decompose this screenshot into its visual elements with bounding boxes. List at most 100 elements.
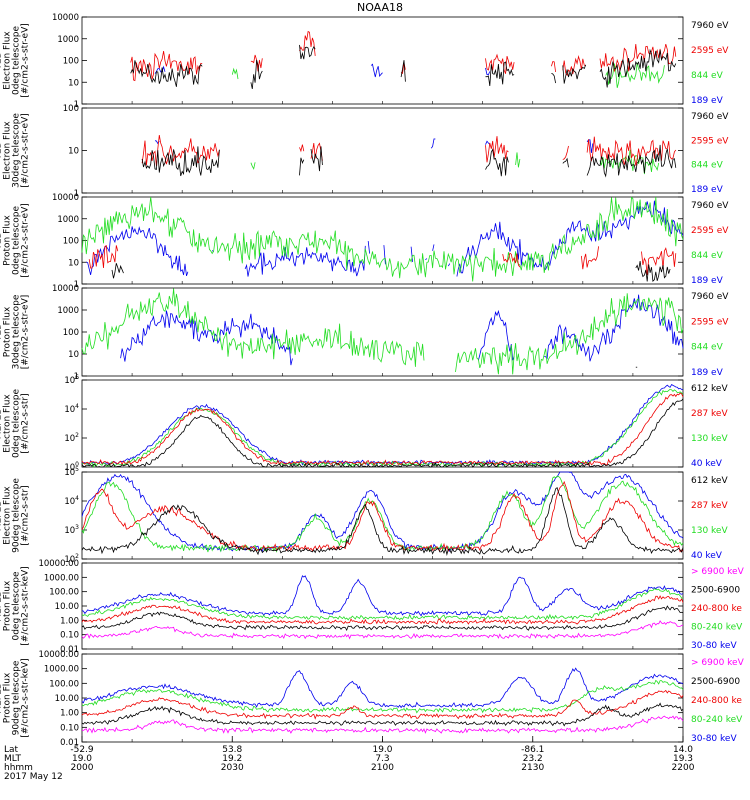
y-tick-label: 100 xyxy=(63,328,79,338)
panel-frame xyxy=(81,196,684,285)
series-blue xyxy=(154,138,594,154)
y-tick-label: 10000 xyxy=(52,13,79,23)
series-black xyxy=(81,702,684,727)
series-black xyxy=(130,44,677,89)
y-axis-label-line: Electron Flux xyxy=(3,31,13,90)
y-tick-label: 104 xyxy=(64,403,79,415)
panel-7: 10000.00 1000.00 100.00 10.00 1.00 0.10 0.01 ME… xyxy=(0,559,745,655)
series-red xyxy=(81,595,684,625)
y-tick-label: 1 xyxy=(74,372,79,382)
y-tick-label: 1000 xyxy=(57,35,79,45)
y-axis-label-line: 90deg telescope xyxy=(12,478,22,553)
x-tick-mlt: 19.3 xyxy=(673,754,693,764)
y-tick-label: 10000.00 xyxy=(38,559,79,569)
panel-2: 100 10 1 TEDElectron Flux30deg telescope[#/… xyxy=(0,104,729,199)
legend-entry: 130 keV xyxy=(691,526,728,536)
series-green xyxy=(81,388,684,468)
y-axis-label-line: Proton Flux xyxy=(3,672,13,723)
y-tick-label: 1.00 xyxy=(60,616,79,626)
series-green xyxy=(231,62,665,89)
legend-entry: 2595 eV xyxy=(691,136,729,146)
y-axis-label-line: Proton Flux xyxy=(3,580,13,631)
series-black xyxy=(81,487,684,556)
y-axis-label-line: 0deg telescope xyxy=(12,389,22,459)
y-axis-label: TEDElectron Flux30deg telescope[#/cm2-s-… xyxy=(0,113,31,188)
y-axis-label-line: [#/cm2-s-str-eV] xyxy=(21,295,31,370)
legend-entry: > 6900 keV xyxy=(691,567,745,577)
x-tick-mlt: 23.2 xyxy=(523,754,543,764)
legend-entry: 189 eV xyxy=(691,368,724,378)
legend-entry: 30-80 keV xyxy=(691,734,737,744)
y-tick-label: 1 xyxy=(74,280,79,290)
panel-1: 10000 1000 100 10 1 TEDElectron Flux0deg tele… xyxy=(0,13,729,110)
x-row-label: hhmm xyxy=(4,763,33,773)
series-green xyxy=(81,679,684,714)
legend-entry: 80-240 keV xyxy=(691,715,743,725)
y-axis-label-line: 0deg telescope xyxy=(12,26,22,96)
y-axis-label-line: MEPED xyxy=(0,408,4,440)
y-axis-label-line: Electron Flux xyxy=(3,394,13,453)
y-tick-label: 100 xyxy=(63,104,79,114)
y-axis-label: TEDProton Flux0deg telescope[#/cm2-s-str… xyxy=(0,203,31,278)
legend-entry: 287 keV xyxy=(691,409,728,419)
panel-frame xyxy=(81,16,684,105)
x-tick-lat: -86.1 xyxy=(521,745,544,755)
y-axis-label-line: 30deg telescope xyxy=(12,294,22,369)
x-row-label: MLT xyxy=(4,754,22,764)
series-blue xyxy=(120,294,684,366)
y-axis-label: MEPEDProton Flux0deg telescope[#/cm2-s-s… xyxy=(0,566,31,645)
series-blue xyxy=(81,667,684,709)
y-tick-label: 1 xyxy=(74,100,79,110)
legend-entry: 844 eV xyxy=(691,251,724,261)
y-axis-label-line: [#/cm2-s-str-eV] xyxy=(21,203,31,278)
legend-entry: 7960 eV xyxy=(691,201,729,211)
series-red xyxy=(81,480,684,553)
series-blue xyxy=(81,384,684,466)
y-tick-label: 100.00 xyxy=(49,679,79,689)
series-black xyxy=(141,144,677,178)
y-axis-label-line: Electron Flux xyxy=(3,121,13,180)
y-tick-label: 10 xyxy=(68,147,79,157)
y-tick-label: 10 xyxy=(68,350,79,360)
series-red xyxy=(88,244,677,275)
legend-entry: 2500-6900 xyxy=(691,677,740,687)
legend-entry: > 6900 keV xyxy=(691,658,745,668)
y-axis-label-line: [#/cm2-s-str-eV] xyxy=(21,113,31,188)
series-blue xyxy=(86,200,684,277)
panel-4: 10000 1000 100 10 1 TEDProton Flux30deg teles… xyxy=(0,284,729,382)
y-tick-label: 10000 xyxy=(52,193,79,203)
series-red xyxy=(81,392,684,466)
panel-3: 10000 1000 100 10 1 TEDProton Flux0deg telesc… xyxy=(0,193,729,290)
x-tick-mlt: 7.3 xyxy=(375,754,389,764)
x-tick-mlt: 19.0 xyxy=(72,754,92,764)
legend-entry: 2595 eV xyxy=(691,226,729,236)
series-blue xyxy=(81,471,684,553)
y-tick-label: 1000.00 xyxy=(44,665,79,675)
y-axis-label-line: Electron Flux xyxy=(3,486,13,545)
y-tick-label: 0.01 xyxy=(60,738,79,748)
x-tick-hhmm: 2130 xyxy=(521,763,544,773)
x-tick-lat: 14.0 xyxy=(673,745,693,755)
series-green xyxy=(81,196,684,282)
y-axis-label: MEPEDElectron Flux0deg telescope[#/cm2-s… xyxy=(0,389,31,459)
y-axis-label: MEPEDElectron Flux90deg telescope[#/cm2-… xyxy=(0,478,31,553)
y-axis-label: TEDProton Flux30deg telescope[#/cm2-s-st… xyxy=(0,294,31,369)
series-red xyxy=(141,135,677,167)
series-black xyxy=(111,260,671,282)
legend-entry: 2500-6900 xyxy=(691,586,740,596)
legend-entry: 240-800 ke xyxy=(691,604,742,614)
series-magenta xyxy=(82,715,684,734)
legend-entry: 7960 eV xyxy=(691,112,729,122)
y-tick-label: 0.01 xyxy=(60,645,79,655)
y-axis-label-line: 30deg telescope xyxy=(12,113,22,188)
legend-entry: 844 eV xyxy=(691,343,724,353)
x-row-label: 2017 May 12 xyxy=(4,772,63,782)
y-tick-label: 10 xyxy=(68,258,79,268)
y-axis-label-line: Proton Flux xyxy=(3,306,13,357)
legend-entry: 7960 eV xyxy=(691,21,729,31)
y-axis-label-line: [#/cm2-s-str-eV] xyxy=(21,23,31,98)
y-axis-label-line: TED xyxy=(0,141,4,160)
